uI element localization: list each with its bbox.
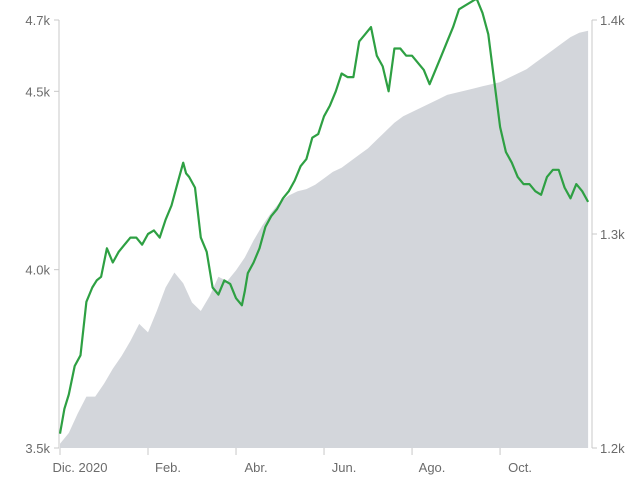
x-tick-label: Dic. 2020 — [53, 460, 108, 475]
x-tick-label: Ago. — [419, 460, 446, 475]
series-line-0 — [58, 0, 590, 434]
left-tick-label: 4.0k — [25, 263, 50, 278]
x-axis-ticks: Dic. 2020 Feb. Abr. Jun. Ago. Oct. — [53, 448, 532, 475]
x-tick-label: Jun. — [332, 460, 357, 475]
left-tick-label: 4.5k — [25, 84, 50, 99]
right-tick-label: 1.2k — [600, 441, 625, 456]
right-axis-ticks: 1.2k 1.3k 1.4k — [592, 13, 625, 456]
left-axis-ticks: 3.5k 4.0k 4.5k 4.7k — [25, 13, 59, 456]
right-tick-label: 1.3k — [600, 227, 625, 242]
x-tick-label: Oct. — [508, 460, 532, 475]
left-tick-label: 4.7k — [25, 13, 50, 28]
x-tick-label: Feb. — [155, 460, 181, 475]
x-tick-label: Abr. — [244, 460, 267, 475]
left-tick-label: 3.5k — [25, 441, 50, 456]
area-series-layer — [60, 30, 589, 448]
right-tick-label: 1.4k — [600, 13, 625, 28]
line-series-layer — [58, 0, 590, 434]
series-area-1 — [60, 30, 589, 448]
